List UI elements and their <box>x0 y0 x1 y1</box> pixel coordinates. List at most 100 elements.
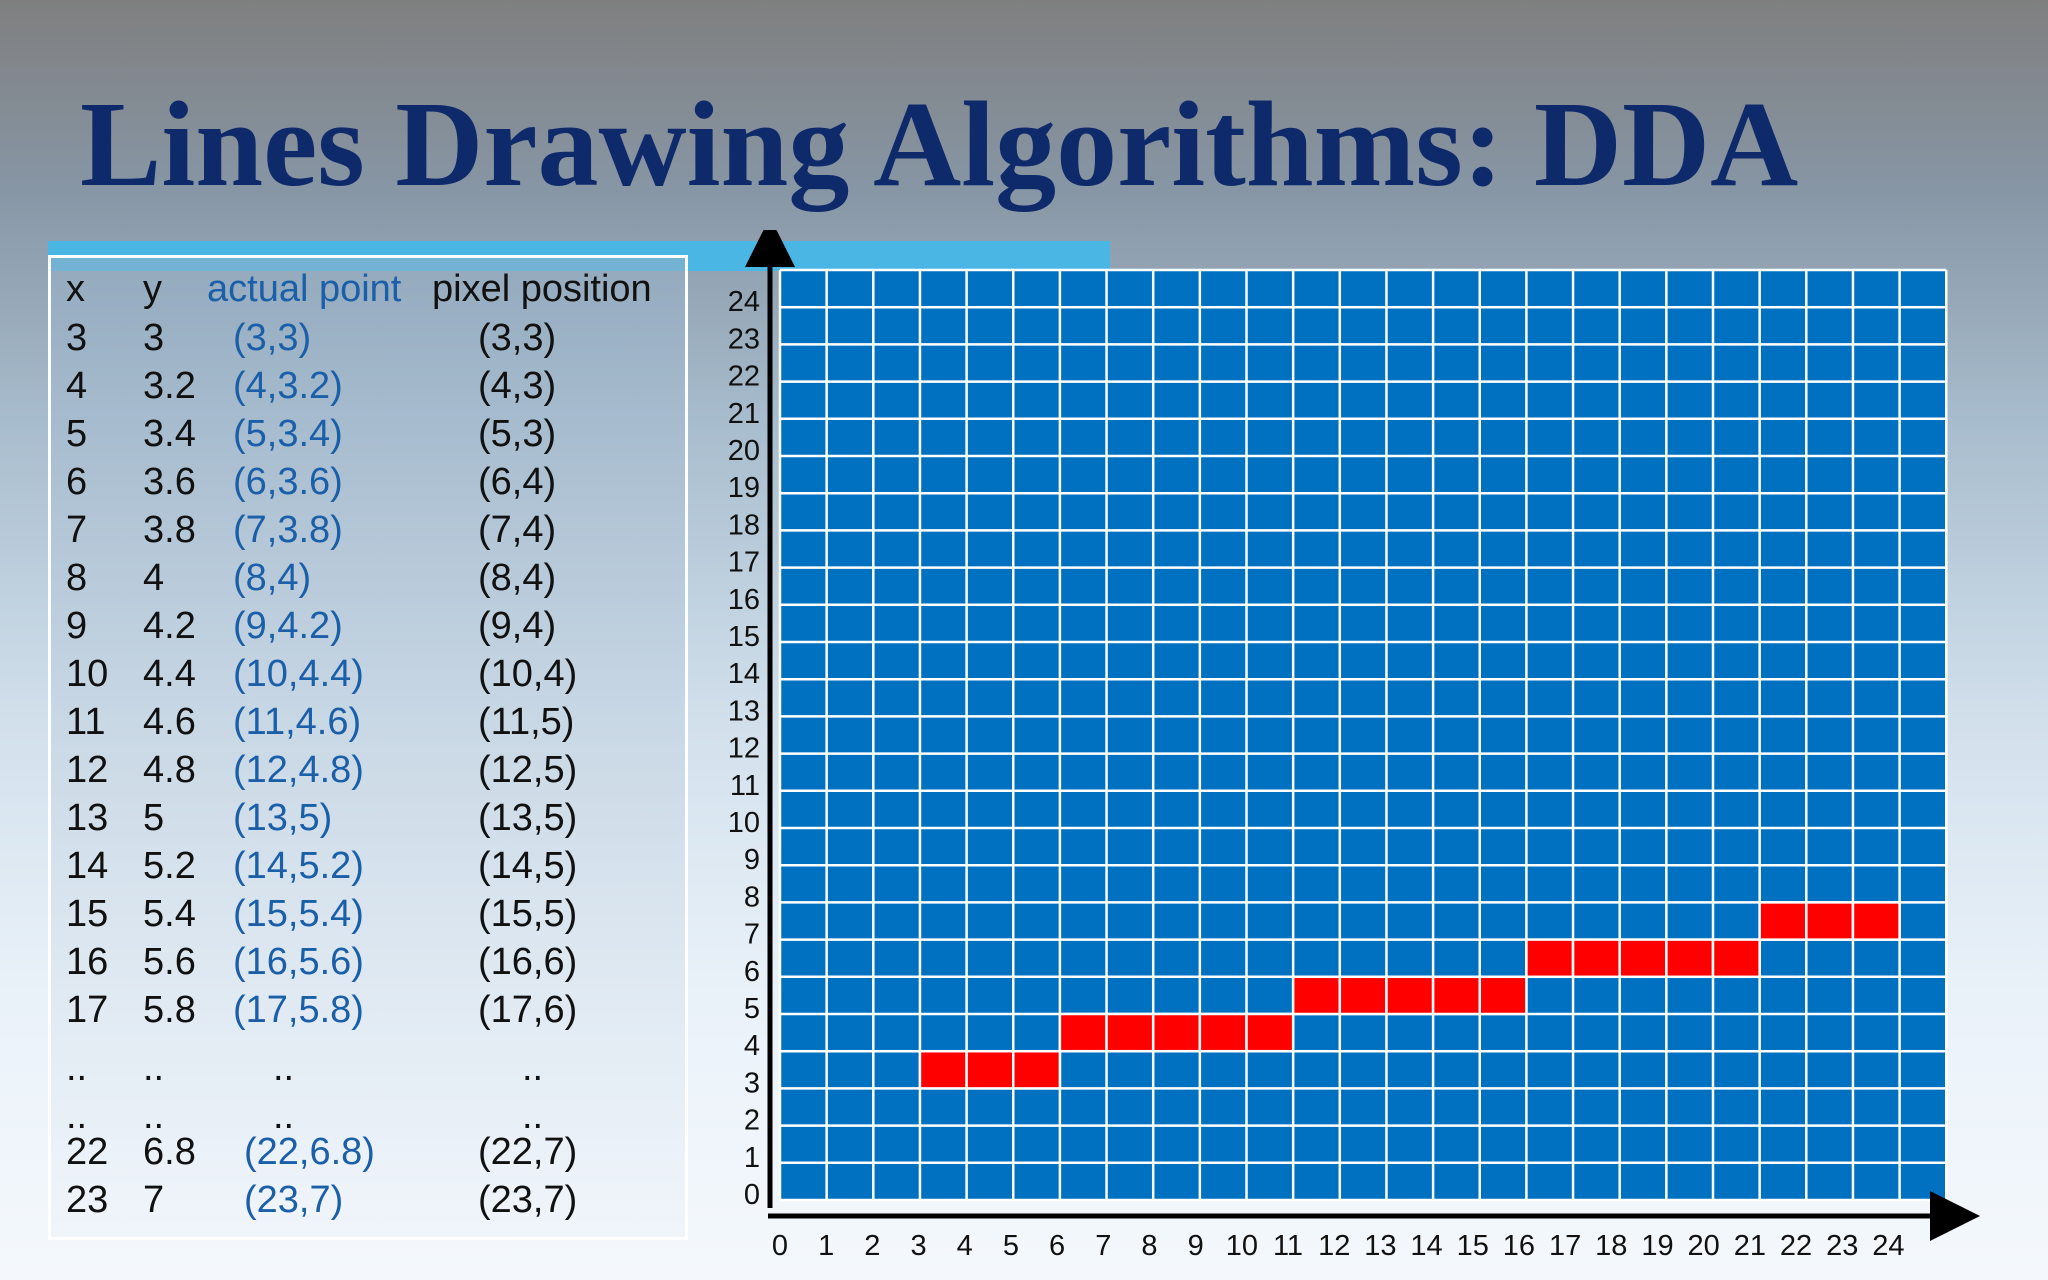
x-tick-label: 19 <box>1641 1230 1673 1262</box>
cell-y: 3.8 <box>143 509 196 551</box>
cell-x: 15 <box>66 893 109 935</box>
cell-x: 10 <box>66 653 109 695</box>
x-tick-label: 20 <box>1688 1230 1720 1262</box>
lit-pixel <box>1851 901 1901 941</box>
cell-y: 3.4 <box>143 413 196 455</box>
cell-actual: (11,4.6) <box>233 701 362 743</box>
lit-pixel <box>1665 938 1715 979</box>
cell-actual: (22,6.8) <box>244 1131 375 1173</box>
cell-y: 3.2 <box>143 365 196 407</box>
cell-pixel: (15,5) <box>478 893 578 935</box>
cell-actual: (12,4.8) <box>233 749 364 791</box>
x-tick-label: 1 <box>818 1230 834 1262</box>
y-tick-label: 14 <box>728 658 760 690</box>
x-tick-label: 15 <box>1457 1230 1489 1262</box>
cell-x: 4 <box>66 365 88 407</box>
lit-pixel <box>1105 1012 1155 1053</box>
y-tick-label: 19 <box>728 472 760 504</box>
cell-actual: (16,5.6) <box>233 941 364 983</box>
y-tick-label: 21 <box>728 398 760 430</box>
table-row: 8 4 (8,4) (8,4) <box>0 554 700 602</box>
lit-pixel <box>1338 975 1388 1016</box>
table-header: x y actual point pixel position <box>0 265 700 315</box>
x-tick-label: 3 <box>910 1230 926 1262</box>
cell-x: 12 <box>66 749 109 791</box>
cell-pixel: (4,3) <box>478 365 557 407</box>
header-y: y <box>143 268 162 310</box>
cell-y: 5.6 <box>143 941 196 983</box>
lit-pixel <box>1571 938 1621 979</box>
grid-background <box>780 270 1947 1200</box>
cell-actual: .. <box>273 1047 295 1089</box>
cell-x: .. <box>66 1047 88 1089</box>
y-tick-label: 6 <box>744 956 760 988</box>
y-tick-label: 15 <box>728 621 760 653</box>
lit-pixel <box>1012 1049 1062 1090</box>
table-row: 13 5 (13,5) (13,5) <box>0 794 700 842</box>
cell-actual: (4,3.2) <box>233 365 343 407</box>
cell-x: .. <box>66 1095 88 1137</box>
grid-cells <box>780 270 1947 1200</box>
lit-pixel <box>1711 938 1761 979</box>
table-row: 6 3.6 (6,3.6) (6,4) <box>0 458 700 506</box>
lit-pixel <box>965 1049 1015 1090</box>
header-actual-point: actual point <box>207 268 402 310</box>
y-tick-label: 4 <box>744 1030 760 1062</box>
y-tick-label: 5 <box>744 993 760 1025</box>
y-tick-label: 3 <box>744 1067 760 1099</box>
cell-y: .. <box>143 1095 165 1137</box>
cell-pixel: (3,3) <box>478 317 557 359</box>
cell-actual: (23,7) <box>244 1179 344 1221</box>
x-tick-label: 9 <box>1188 1230 1204 1262</box>
cell-x: 7 <box>66 509 88 551</box>
lit-pixel <box>1478 975 1528 1016</box>
table-row: ........ <box>0 1044 700 1092</box>
x-tick-label: 4 <box>957 1230 973 1262</box>
x-tick-label: 21 <box>1734 1230 1766 1262</box>
y-tick-label: 1 <box>744 1142 760 1174</box>
table-panel <box>48 255 688 1240</box>
cell-y: 5 <box>143 797 165 839</box>
cell-pixel: .. <box>522 1095 544 1137</box>
cell-pixel: (13,5) <box>478 797 578 839</box>
table-row: 12 4.8 (12,4.8) (12,5) <box>0 746 700 794</box>
cell-pixel: (12,5) <box>478 749 578 791</box>
header-x: x <box>66 268 85 310</box>
cell-pixel: (11,5) <box>478 701 575 743</box>
y-tick-label: 0 <box>744 1179 760 1211</box>
cell-y: 5.2 <box>143 845 196 887</box>
cell-y: 4.8 <box>143 749 196 791</box>
lit-pixel <box>1805 901 1855 941</box>
x-tick-label: 10 <box>1226 1230 1258 1262</box>
cell-pixel: .. <box>522 1047 544 1089</box>
cell-pixel: (17,6) <box>478 989 578 1031</box>
cell-y: 4.4 <box>143 653 196 695</box>
cell-y: 5.8 <box>143 989 196 1031</box>
y-tick-label: 18 <box>728 509 760 541</box>
cell-actual: (10,4.4) <box>233 653 364 695</box>
cell-pixel: (22,7) <box>478 1131 578 1173</box>
table-row: 17 5.8 (17,5.8) (17,6) <box>0 986 700 1034</box>
cell-pixel: (5,3) <box>478 413 557 455</box>
x-tick-label: 0 <box>772 1230 788 1262</box>
cell-x: 22 <box>66 1131 109 1173</box>
cell-y: 6.8 <box>143 1131 196 1173</box>
x-tick-label: 12 <box>1318 1230 1350 1262</box>
cell-x: 13 <box>66 797 109 839</box>
table-row: ........ <box>0 1092 700 1140</box>
x-tick-label: 24 <box>1872 1230 1904 1262</box>
y-tick-label: 7 <box>744 919 760 951</box>
cell-y: 3 <box>143 317 165 359</box>
table-row: 14 5.2 (14,5.2) (14,5) <box>0 842 700 890</box>
cell-x: 9 <box>66 605 88 647</box>
cell-actual: (7,3.8) <box>233 509 343 551</box>
x-tick-label: 7 <box>1095 1230 1111 1262</box>
lit-pixel <box>1525 938 1575 979</box>
y-tick-label: 22 <box>728 361 760 393</box>
table-row: 23 7 (23,7) (23,7) <box>0 1176 700 1224</box>
cell-y: 7 <box>143 1179 165 1221</box>
cell-y: .. <box>143 1047 165 1089</box>
cell-actual: (15,5.4) <box>233 893 364 935</box>
lit-pixel <box>1058 1012 1108 1053</box>
